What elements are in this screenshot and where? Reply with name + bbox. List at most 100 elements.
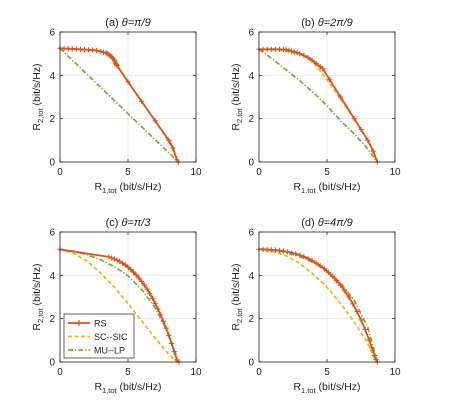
x-axis-label-main: R — [293, 181, 301, 193]
data-point — [309, 57, 315, 63]
x-axis-label-sub: 1,tot — [301, 386, 317, 395]
x-tick-label: 5 — [324, 367, 330, 378]
legend-label: MU--LP — [94, 346, 125, 356]
x-axis-label: R1,tot (bit/s/Hz) — [94, 381, 161, 395]
data-point — [372, 352, 378, 359]
x-tick-label: 5 — [125, 367, 131, 378]
data-point — [280, 248, 287, 254]
y-tick-label: 6 — [248, 228, 254, 239]
data-point — [133, 272, 139, 278]
y-axis-label-main: R — [230, 323, 242, 331]
data-point — [358, 317, 364, 323]
x-axis-label-rest: (bit/s/Hz) — [316, 381, 361, 393]
data-point — [317, 64, 323, 70]
data-point — [163, 325, 169, 331]
y-tick-label: 6 — [248, 28, 254, 39]
data-point — [152, 300, 158, 307]
y-axis-label: R2,tot (bit/s/Hz) — [230, 263, 244, 330]
legend-label: RS — [94, 319, 107, 329]
x-tick-label: 5 — [324, 167, 330, 178]
data-point — [109, 255, 115, 261]
x-tick-label: 0 — [57, 167, 63, 178]
y-axis-label-main: R — [230, 123, 242, 131]
y-tick-label: 4 — [248, 71, 254, 82]
data-point — [166, 137, 172, 143]
data-point — [342, 288, 348, 294]
data-point — [293, 251, 299, 257]
data-point — [139, 98, 145, 104]
y-tick-label: 2 — [49, 114, 55, 125]
y-axis-label-sub: 2,tot — [36, 307, 45, 323]
data-point — [168, 340, 175, 346]
y-tick-label: 0 — [49, 158, 55, 169]
x-tick-label: 0 — [57, 367, 63, 378]
x-axis-label-main: R — [94, 381, 102, 393]
panel-title-prefix: (d) — [301, 217, 318, 229]
data-point — [297, 51, 303, 57]
y-tick-label: 2 — [248, 114, 254, 125]
y-axis-label-main: R — [31, 123, 43, 131]
data-point — [117, 258, 123, 265]
y-tick-label: 4 — [49, 271, 55, 282]
data-point — [313, 60, 319, 67]
legend-entry-mu-lp: MU--LP — [68, 346, 125, 356]
y-tick-label: 4 — [49, 71, 55, 82]
data-point — [114, 257, 120, 263]
data-point — [291, 49, 297, 55]
data-point — [139, 278, 145, 284]
data-point — [309, 258, 315, 264]
y-axis-label-rest: (bit/s/Hz) — [31, 63, 43, 108]
x-axis-label-rest: (bit/s/Hz) — [117, 381, 162, 393]
series-rs — [256, 46, 380, 165]
data-point — [370, 148, 376, 154]
panel-title: (a) θ=π/9 — [105, 17, 150, 29]
y-tick-label: 0 — [248, 158, 254, 169]
x-axis-label-rest: (bit/s/Hz) — [316, 181, 361, 193]
y-axis-label-sub: 2,tot — [235, 107, 244, 123]
data-point — [152, 118, 158, 124]
data-point — [106, 254, 112, 260]
data-point — [294, 49, 300, 56]
data-point — [147, 290, 153, 297]
data-point — [119, 260, 126, 266]
series-mu-lp — [258, 48, 379, 163]
data-point — [155, 306, 161, 312]
y-axis-label-rest: (bit/s/Hz) — [230, 263, 242, 308]
data-point — [158, 312, 164, 318]
panel-title: (d) θ=4π/9 — [301, 217, 353, 229]
panel-title-math: θ=4π/9 — [318, 217, 353, 229]
data-point — [338, 94, 344, 100]
data-point — [130, 269, 137, 275]
data-point — [305, 255, 311, 262]
data-point — [297, 252, 303, 258]
data-point — [289, 48, 295, 54]
x-axis-label-main: R — [293, 381, 301, 393]
data-point — [320, 66, 326, 72]
data-point — [276, 247, 282, 254]
data-point — [321, 266, 327, 272]
data-point — [305, 54, 311, 61]
series-sc-sic — [59, 248, 178, 363]
y-axis-label-sub: 2,tot — [36, 107, 45, 123]
data-point — [346, 294, 352, 300]
x-tick-label: 10 — [190, 167, 202, 178]
panel-title: (b) θ=2π/9 — [301, 17, 353, 29]
panel-title-prefix: (c) — [106, 217, 122, 229]
data-point — [333, 277, 340, 284]
data-point — [170, 145, 176, 151]
x-tick-label: 10 — [190, 367, 202, 378]
series-line — [59, 248, 180, 363]
legend: RS SC--SIC MU--LP — [63, 313, 135, 359]
data-point — [166, 332, 172, 339]
data-point — [362, 326, 368, 333]
data-point — [100, 49, 107, 55]
data-point — [329, 273, 336, 279]
y-tick-label: 6 — [49, 28, 55, 39]
y-axis-label: R2,tot (bit/s/Hz) — [230, 63, 244, 130]
data-point — [325, 269, 331, 275]
x-axis-label: R1,tot (bit/s/Hz) — [293, 381, 360, 395]
series-sc-sic — [258, 248, 377, 363]
x-axis-label-sub: 1,tot — [301, 186, 317, 195]
